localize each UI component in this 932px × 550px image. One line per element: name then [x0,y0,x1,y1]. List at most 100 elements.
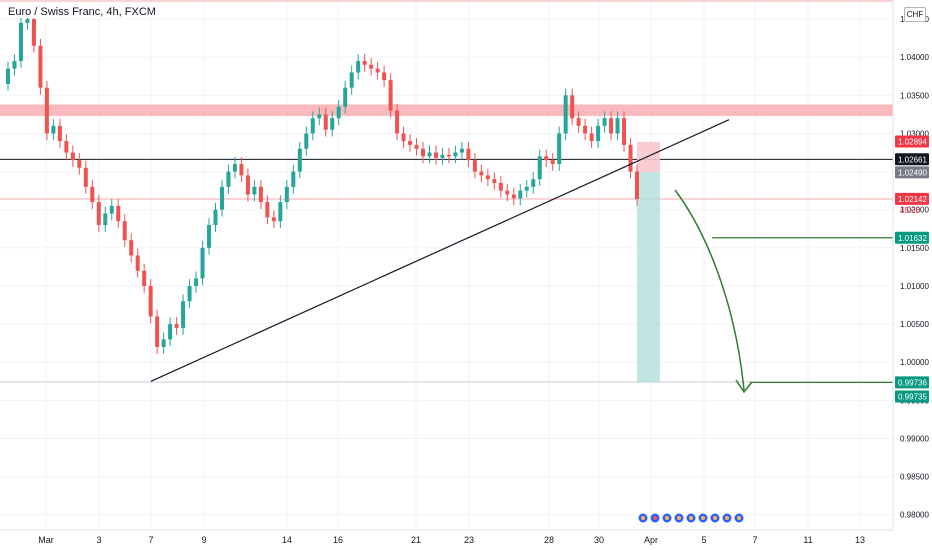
candle-body [265,202,270,218]
candle-body [330,118,335,130]
events-row[interactable] [637,512,745,524]
take-profit-zone [637,172,660,383]
candle-body [207,224,212,248]
candle-body [18,22,23,62]
price-label: 1.02661 [898,155,927,164]
candle-body [401,133,406,142]
candle-body [524,186,529,191]
price-axis[interactable]: 1.045001.040001.035001.030001.025001.020… [892,0,929,530]
candle-body [284,186,289,203]
candle-body [194,278,199,286]
candle-body [116,205,121,222]
candle-body [161,339,166,347]
projection-arrow [674,189,745,391]
event-icon [685,512,697,524]
candle-body [414,144,419,149]
event-icon-dot [713,516,717,520]
price-label-bg [895,192,929,205]
price-tick-label: 0.99000 [900,434,929,443]
candle-body [537,156,542,180]
candle-body [83,167,88,187]
event-icon-dot [641,516,645,520]
candle-body [323,114,328,130]
time-tick-label: 13 [855,535,865,545]
candle-body [382,72,387,81]
time-tick-label: 14 [282,535,292,545]
chart-zones [0,0,893,383]
candle-body [317,114,322,119]
price-label: 1.01632 [898,234,927,243]
candle-body [570,95,575,119]
candle-body [252,186,257,195]
time-tick-label: Mar [38,535,54,545]
candle-body [388,80,393,111]
candle-body [129,240,134,256]
candle-body [459,148,464,153]
candle-body [51,125,56,134]
price-tick-label: 1.04000 [900,53,929,62]
arrow-head [735,379,753,394]
event-icon [637,512,649,524]
candle-body [271,217,276,222]
symbol-title[interactable]: Euro / Swiss Franc, 4h, FXCM [6,6,158,18]
candle-body [485,175,490,180]
price-tick-label: 1.01000 [900,282,929,291]
candles [6,12,639,354]
resistance-zone [0,104,893,116]
time-tick-label: 11 [803,535,812,545]
price-tick-label: 1.02000 [900,206,929,215]
candle-body [635,171,639,200]
candle-body [369,64,374,69]
grid-lines [0,0,893,530]
candle-body [226,171,231,187]
candle-body [258,186,263,203]
candle-body [602,118,607,126]
candle-body [596,125,601,142]
time-tick-label: 21 [411,535,421,545]
candle-body [544,156,549,161]
time-tick-label: 16 [333,535,343,545]
candle-body [31,19,36,46]
time-tick-label: 7 [752,535,757,545]
time-tick-label: 3 [96,535,101,545]
time-tick-label: 30 [594,535,604,545]
time-axis[interactable]: Mar 3 7 9 14 16 21 23 28 30 Apr 5 7 11 13 [0,529,893,545]
candle-body [77,160,82,168]
candle-body [25,19,30,23]
candle-body [628,144,633,172]
candle-body [472,160,477,172]
candle-body [122,221,127,241]
candle-body [433,152,438,158]
candle-body [446,154,451,157]
candle-body [557,133,562,164]
candle-body [44,87,49,134]
event-icon-dot [701,516,705,520]
candle-body [6,68,10,84]
candle-body [583,125,588,134]
currency-badge[interactable]: CHF [904,7,926,22]
trendline [150,119,730,382]
candle-body [103,213,108,225]
candle-body [589,133,594,142]
candle-body [408,141,413,145]
candle-body [498,183,503,191]
price-tick-label: 0.98000 [900,511,929,520]
candle-body [304,133,309,149]
candle-body [531,179,536,187]
candle-body [375,68,380,73]
candle-body [453,152,458,157]
candle-body [187,285,192,302]
candle-body [181,301,186,328]
candle-body [343,87,348,107]
candle-body [64,141,69,153]
candle-body [70,152,75,161]
candle-body [200,247,205,279]
drawings[interactable] [150,119,893,394]
time-tick-label: 7 [148,535,153,545]
event-icon [673,512,685,524]
candle-body [563,95,568,134]
candle-body [297,148,302,172]
candle-body [356,61,361,73]
price-label: 0.99736 [898,378,927,387]
